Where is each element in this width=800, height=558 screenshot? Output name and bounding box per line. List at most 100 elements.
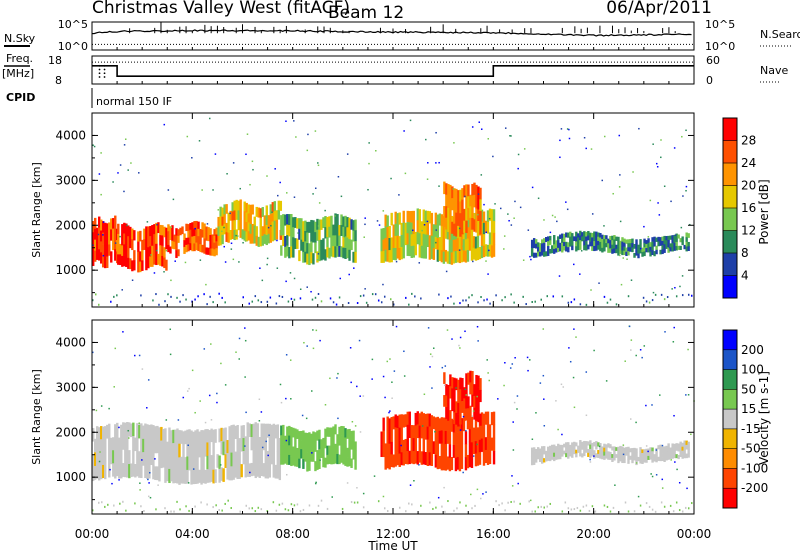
heatmap-cell [410,234,413,247]
heatmap-cell [651,447,654,452]
heatmap-cell [102,255,105,268]
heatmap-cell [469,405,472,418]
heatmap-cell [451,388,454,400]
heatmap-cell [392,236,395,249]
heatmap-cell [191,243,194,252]
heatmap-cell [568,137,571,140]
heatmap-cell [167,238,170,246]
heatmap-cell [577,237,580,242]
heatmap-cell [475,397,478,410]
heatmap-cell [549,445,552,450]
heatmap-cell [631,242,634,248]
heatmap-cell [382,239,385,252]
heatmap-cell [182,444,185,458]
heatmap-cell [123,233,126,245]
heatmap-cell [340,195,343,198]
heatmap-cell [659,249,662,255]
heatmap-cell [308,441,311,452]
heatmap-cell [519,502,521,505]
heatmap-cell [670,200,672,203]
heatmap-cell [449,184,452,198]
heatmap-cell [306,452,309,462]
heatmap-cell [621,450,624,455]
heatmap-cell [442,417,446,431]
heatmap-cell [302,440,305,450]
heatmap-cell [156,466,159,481]
heatmap-cell [442,216,446,229]
heatmap-cell [470,442,474,456]
heatmap-cell [199,259,202,261]
heatmap-cell [685,246,688,252]
heatmap-cell [263,224,266,235]
heatmap-cell [420,233,423,246]
colorbar-segment [723,389,737,410]
heatmap-cell [100,452,103,466]
heatmap-cell [627,247,630,252]
nsky-series-line [91,29,692,37]
heatmap-cell [249,233,252,244]
heatmap-cell [140,505,142,508]
heatmap-cell [583,444,586,449]
heatmap-cell [661,240,664,246]
heatmap-cell [200,430,203,444]
heatmap-cell [225,232,228,242]
heatmap-cell [254,422,257,437]
heatmap-cell [504,362,506,364]
heatmap-cell [457,379,460,392]
heatmap-cell [247,204,250,214]
heatmap-cell [201,189,203,191]
heatmap-cell [455,200,458,213]
heatmap-cell [244,445,246,447]
heatmap-cell [334,224,337,236]
heatmap-cell [527,369,529,372]
heatmap-cell [220,427,223,442]
heatmap-cell [454,239,458,252]
heatmap-cell [252,423,255,437]
heatmap-cell [532,451,536,457]
heatmap-cell [299,288,302,291]
heatmap-cell [332,246,335,258]
heatmap-cell [603,295,606,298]
heatmap-cell [480,438,484,452]
heatmap-cell [228,426,231,440]
heatmap-cell [144,450,147,465]
heatmap-cell [530,258,532,261]
heatmap-cell [549,240,552,245]
heatmap-cell [555,400,557,402]
heatmap-cell [315,481,317,484]
heatmap-cell [324,428,327,439]
heatmap-cell [450,457,454,471]
heatmap-cell [282,424,285,436]
heatmap-cell [340,225,343,236]
heatmap-cell [275,210,279,221]
heatmap-cell [655,162,658,165]
heatmap-cell [170,455,173,469]
heatmap-cell [464,239,468,252]
heatmap-cell [249,471,251,474]
heatmap-cell [405,296,407,299]
heatmap-cell [609,244,612,249]
heatmap-cell [440,430,444,444]
heatmap-cell [486,451,490,465]
heatmap-cell [652,291,655,294]
heatmap-cell [239,218,242,229]
heatmap-cell [613,248,616,254]
y-tick-label: 3000 [55,380,86,394]
heatmap-cell [284,435,287,446]
heatmap-cell [424,452,428,466]
heatmap-cell [224,454,227,468]
heatmap-cell [316,450,319,461]
heatmap-cell [654,510,657,513]
heatmap-cell [242,451,245,465]
heatmap-cell [172,456,175,471]
heatmap-cell [468,227,472,240]
heatmap-cell [593,245,596,252]
heatmap-cell [599,246,602,252]
heatmap-cell [142,425,145,440]
heatmap-cell [273,210,277,221]
heatmap-cell [412,450,415,465]
heatmap-cell [675,501,678,504]
heatmap-cell [651,241,654,247]
heatmap-cell [208,469,211,483]
heatmap-cell [312,329,314,331]
